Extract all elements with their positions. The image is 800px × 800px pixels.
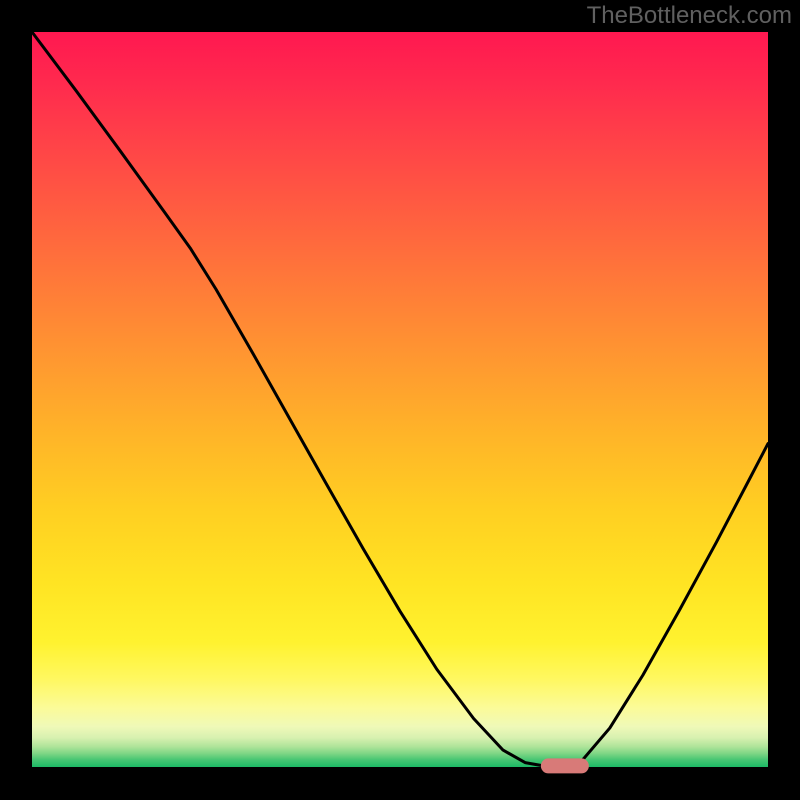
chart-svg: [0, 0, 800, 800]
chart-container: TheBottleneck.com: [0, 0, 800, 800]
watermark-text: TheBottleneck.com: [587, 2, 792, 30]
min-marker: [541, 758, 589, 773]
plot-area: [32, 32, 768, 767]
